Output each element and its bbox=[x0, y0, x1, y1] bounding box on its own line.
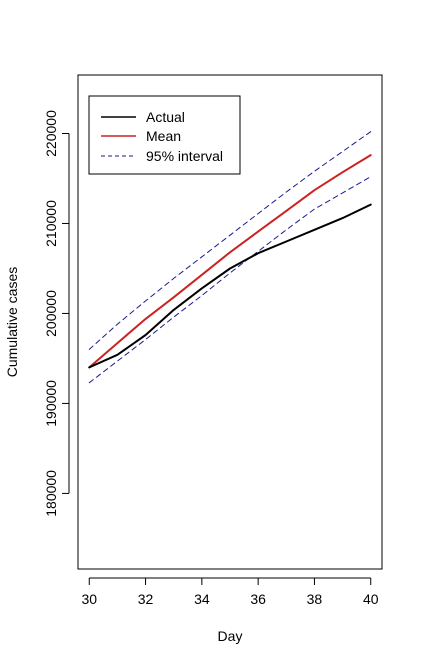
x-tick-label: 38 bbox=[307, 591, 323, 607]
x-tick-label: 34 bbox=[194, 591, 210, 607]
x-tick-label: 40 bbox=[363, 591, 379, 607]
y-tick-label: 210000 bbox=[43, 200, 59, 247]
x-tick-label: 32 bbox=[138, 591, 154, 607]
y-axis-title: Cumulative cases bbox=[4, 267, 20, 378]
series-line-actual-0 bbox=[89, 205, 370, 368]
legend-label-mean: Mean bbox=[146, 128, 181, 144]
legend: Actual Mean 95% interval bbox=[89, 96, 240, 174]
y-tick-label: 200000 bbox=[43, 290, 59, 337]
legend-label-interval: 95% interval bbox=[146, 148, 223, 164]
series-line-mean-1 bbox=[89, 155, 370, 367]
y-tick-label: 190000 bbox=[43, 380, 59, 427]
x-tick-label: 36 bbox=[250, 591, 266, 607]
series-line-95-interval-3 bbox=[89, 177, 370, 383]
axis-layer: 30 32 34 36 38 40 180000 190000 200000 210000 2200… bbox=[43, 110, 379, 607]
x-axis-title: Day bbox=[218, 628, 243, 644]
legend-label-actual: Actual bbox=[146, 109, 185, 125]
y-tick-label: 220000 bbox=[43, 110, 59, 157]
x-tick-label: 30 bbox=[81, 591, 97, 607]
y-tick-label: 180000 bbox=[43, 470, 59, 517]
